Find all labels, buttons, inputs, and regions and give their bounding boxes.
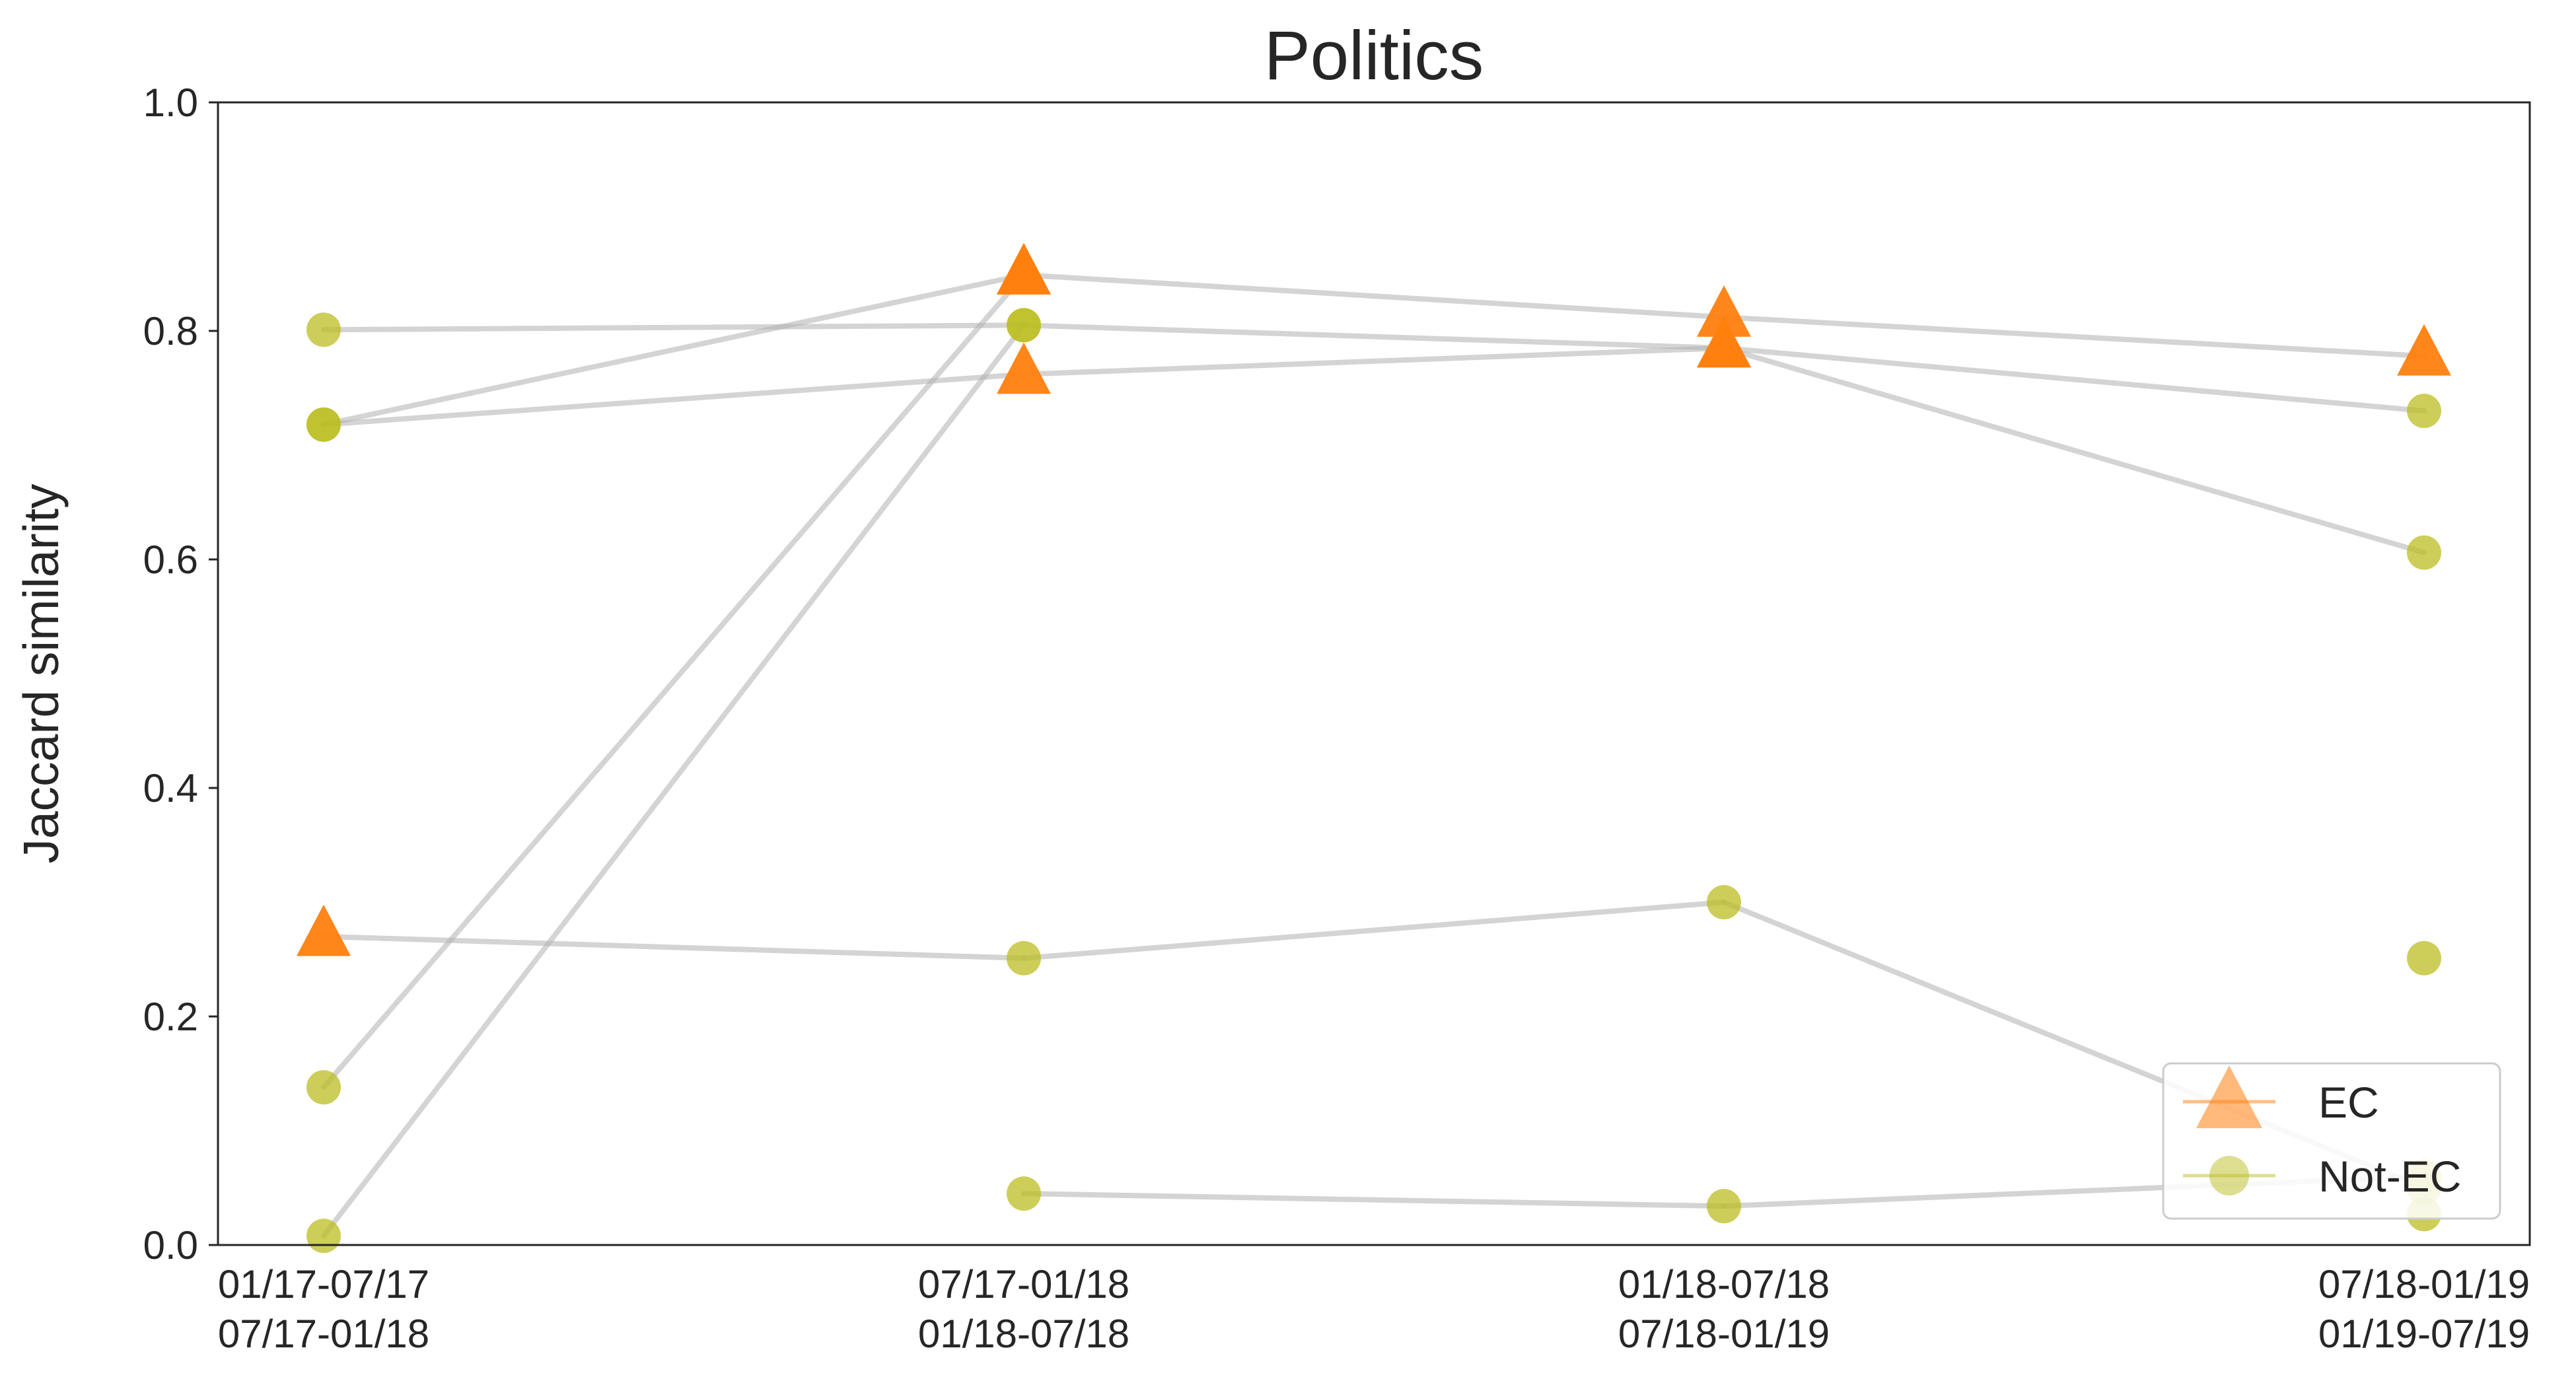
y-tick-label: 1.0 (143, 81, 198, 125)
not-ec-point (306, 1070, 341, 1105)
not-ec-point (1007, 941, 1041, 976)
x-tick-label: 07/18-01/19 (2318, 1262, 2530, 1306)
y-tick-label: 0.4 (143, 766, 198, 810)
series-markers (297, 242, 2451, 1254)
ec-point (1697, 285, 1751, 337)
not-ec-point (1707, 885, 1741, 919)
axis-ticks: 0.0 0.2 0.4 0.6 0.8 1.0 01/17-07/17 07/17-01/18… (143, 81, 2530, 1356)
series-line-segment (1721, 345, 2427, 555)
not-ec-point (2407, 535, 2441, 570)
series-line-segment (1021, 322, 1727, 351)
not-ec-point (2407, 394, 2441, 429)
series-line-segment (321, 322, 1026, 1239)
x-tick-label: 01/19-07/19 (2318, 1312, 2530, 1356)
series-line-segment (1021, 345, 1727, 377)
legend-circle-icon (2209, 1156, 2249, 1195)
x-tick-label: 07/17-01/18 (918, 1262, 1129, 1306)
series-lines (321, 272, 2427, 1239)
series-line-segment (1021, 1191, 1727, 1209)
not-ec-point (306, 1219, 341, 1254)
not-ec-point (1007, 308, 1041, 343)
legend-label: EC (2318, 1078, 2379, 1127)
legend: EC Not-EC (2162, 1062, 2501, 1220)
series-line-segment (1721, 345, 2427, 414)
ec-point (997, 342, 1051, 394)
x-tick-label: 07/17-01/18 (218, 1312, 429, 1356)
x-tick-label: 07/18-01/19 (1618, 1312, 1830, 1356)
x-tick-label: 01/17-07/17 (218, 1262, 429, 1306)
not-ec-point (1007, 1176, 1041, 1211)
ec-point (297, 904, 351, 956)
not-ec-point (306, 407, 341, 442)
series-line-segment (321, 322, 1026, 333)
y-tick-label: 0.2 (143, 995, 198, 1039)
series-line-segment (321, 371, 1026, 427)
y-tick-label: 0.0 (143, 1223, 198, 1267)
ec-point (1697, 316, 1751, 368)
series-line-segment (321, 272, 1026, 427)
y-tick-label: 0.8 (143, 309, 198, 353)
x-tick-label: 01/18-07/18 (918, 1312, 1129, 1356)
legend-triangle-icon (2196, 1065, 2262, 1129)
x-tick-label: 01/18-07/18 (1618, 1262, 1830, 1306)
series-line-segment (1021, 900, 1727, 961)
not-ec-point (306, 312, 341, 347)
y-axis-title: Jaccard similarity (13, 483, 69, 864)
series-line-segment (1721, 314, 2427, 359)
legend-label: Not-EC (2318, 1152, 2461, 1201)
not-ec-point (1707, 1189, 1741, 1224)
series-line-segment (321, 272, 1026, 1090)
series-line-segment (321, 933, 1026, 961)
chart-title: Politics (1264, 17, 1484, 94)
plot-area-frame (217, 101, 2531, 1246)
ec-point (997, 242, 1051, 295)
not-ec-point (2407, 941, 2441, 976)
y-tick-label: 0.6 (143, 538, 198, 582)
ec-point (2397, 324, 2451, 376)
series-line-segment (1021, 272, 1727, 320)
